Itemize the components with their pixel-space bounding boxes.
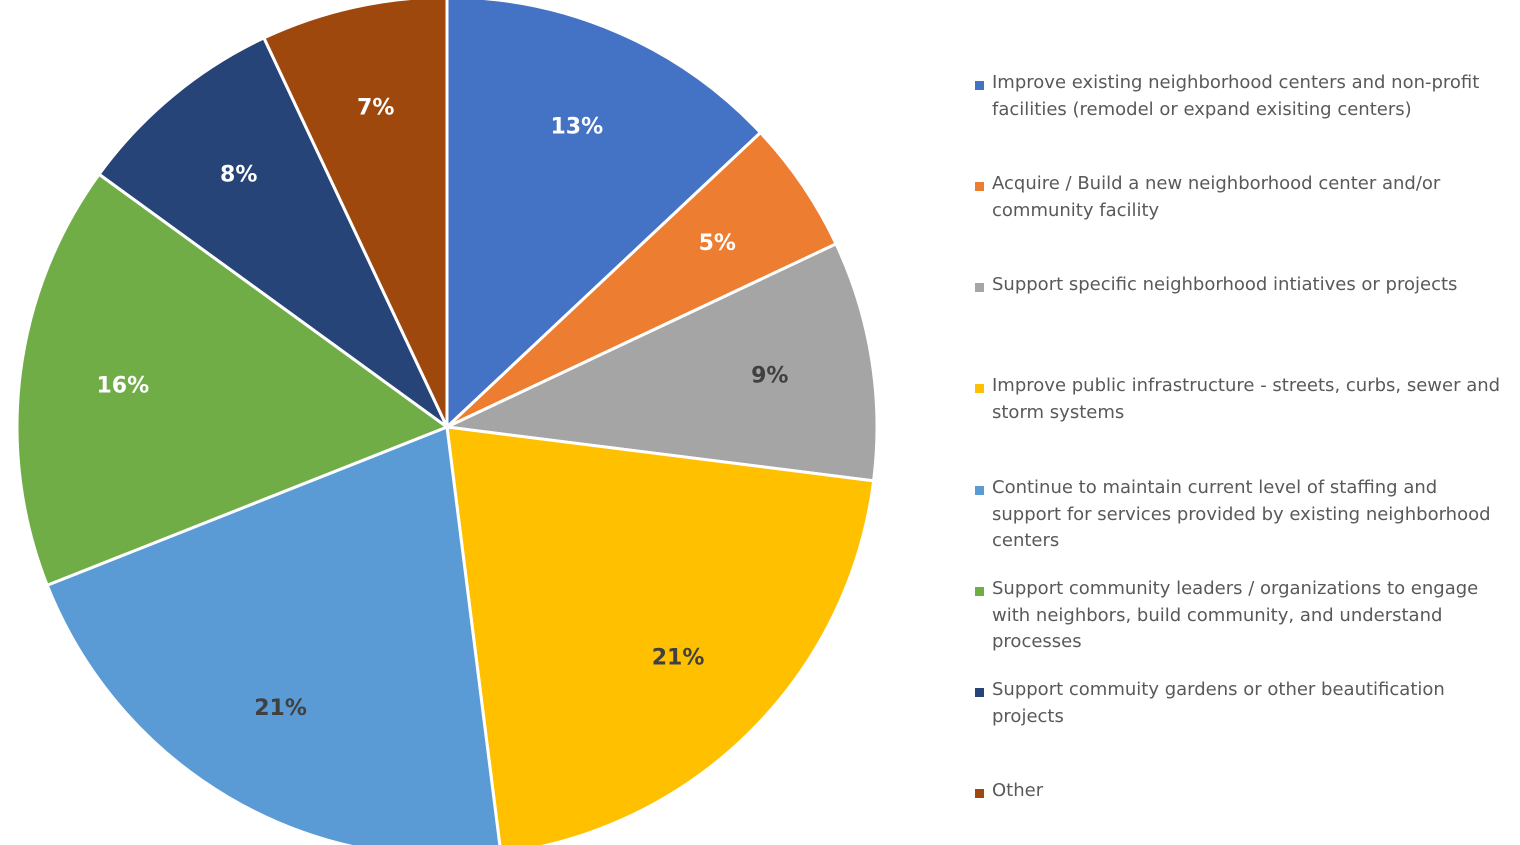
legend-label-3: Support specific neighborhood intiatives… bbox=[992, 274, 1458, 295]
legend-item-3: Support specific neighborhood intiatives… bbox=[975, 274, 1510, 299]
slice-value-label-3: 9% bbox=[751, 363, 788, 388]
slice-value-label-5: 21% bbox=[254, 696, 307, 721]
pie-value-labels: 13% 5% 9% 21% 21% 16% 8% 7% bbox=[96, 96, 788, 721]
legend-label-7: Support commuity gardens or other beauti… bbox=[992, 679, 1445, 727]
pie-slice-6 bbox=[15, 172, 449, 587]
legend-item-2: Acquire / Build a new neighborhood cente… bbox=[975, 173, 1510, 224]
legend: Improve existing neighborhood centers an… bbox=[975, 0, 1510, 845]
legend-item-5: Continue to maintain current level of st… bbox=[975, 477, 1510, 555]
legend-swatch-6 bbox=[975, 587, 984, 596]
legend-item-6: Support community leaders / organization… bbox=[975, 578, 1510, 656]
slice-value-label-2: 5% bbox=[699, 231, 736, 256]
slice-value-label-4: 21% bbox=[652, 646, 705, 671]
legend-swatch-4 bbox=[975, 384, 984, 393]
legend-swatch-8 bbox=[975, 789, 984, 798]
legend-label-2: Acquire / Build a new neighborhood cente… bbox=[992, 173, 1441, 221]
legend-item-7: Support commuity gardens or other beauti… bbox=[975, 679, 1510, 730]
pie-slice-3 bbox=[445, 242, 879, 483]
legend-swatch-3 bbox=[975, 283, 984, 292]
pie-slices bbox=[15, 0, 879, 845]
legend-item-8: Other bbox=[975, 780, 1510, 805]
legend-label-6: Support community leaders / organization… bbox=[992, 578, 1479, 652]
slice-value-label-7: 8% bbox=[220, 163, 257, 188]
legend-swatch-1 bbox=[975, 81, 984, 90]
legend-swatch-2 bbox=[975, 182, 984, 191]
legend-item-1: Improve existing neighborhood centers an… bbox=[975, 72, 1510, 123]
pie-slice-8 bbox=[262, 0, 449, 429]
legend-label-1: Improve existing neighborhood centers an… bbox=[992, 72, 1480, 120]
legend-item-4: Improve public infrastructure - streets,… bbox=[975, 375, 1510, 426]
slice-value-label-6: 16% bbox=[96, 374, 149, 399]
pie-slice-4 bbox=[445, 425, 876, 845]
legend-swatch-7 bbox=[975, 688, 984, 697]
legend-swatch-5 bbox=[975, 486, 984, 495]
legend-label-5: Continue to maintain current level of st… bbox=[992, 477, 1491, 551]
slice-value-label-8: 7% bbox=[357, 96, 394, 121]
legend-label-8: Other bbox=[992, 780, 1044, 801]
pie-slice-7 bbox=[97, 36, 449, 429]
legend-label-4: Improve public infrastructure - streets,… bbox=[992, 375, 1501, 423]
slice-value-label-1: 13% bbox=[550, 115, 603, 140]
pie-slice-1 bbox=[445, 0, 762, 429]
pie-slice-5 bbox=[45, 425, 502, 845]
